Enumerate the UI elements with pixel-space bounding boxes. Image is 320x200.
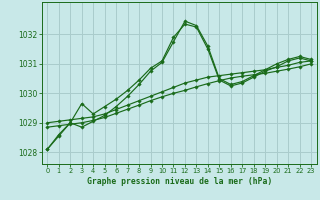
X-axis label: Graphe pression niveau de la mer (hPa): Graphe pression niveau de la mer (hPa): [87, 177, 272, 186]
